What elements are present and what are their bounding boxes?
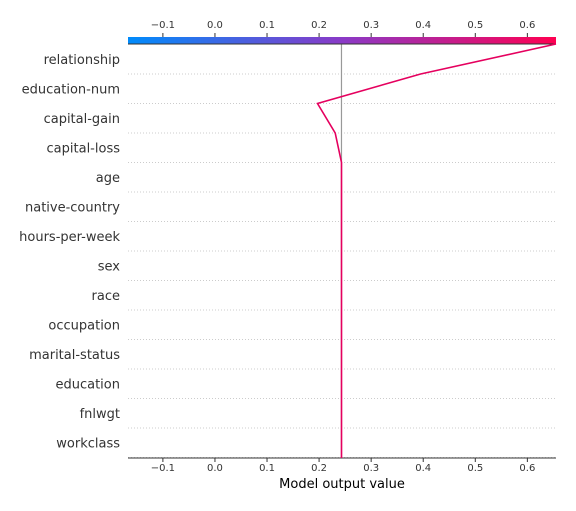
- feature-label: age: [96, 171, 120, 186]
- feature-label: capital-loss: [47, 142, 121, 157]
- feature-label: relationship: [44, 53, 120, 68]
- top-tick-label: −0.1: [151, 20, 175, 31]
- feature-label: sex: [98, 260, 121, 275]
- feature-label: native-country: [25, 201, 120, 216]
- bottom-tick-label: 0.3: [363, 463, 379, 474]
- top-tick-label: 0.1: [259, 20, 275, 31]
- feature-label: education: [55, 378, 120, 393]
- top-tick-label: 0.5: [467, 20, 483, 31]
- feature-label: race: [92, 289, 120, 304]
- output-colorbar: [128, 37, 556, 44]
- bottom-tick-label: 0.2: [311, 463, 327, 474]
- feature-label: education-num: [22, 83, 120, 98]
- feature-label: marital-status: [29, 348, 120, 363]
- x-axis-label: Model output value: [279, 477, 405, 492]
- top-tick-label: 0.0: [207, 20, 223, 31]
- feature-label: capital-gain: [44, 112, 120, 127]
- feature-label: occupation: [48, 319, 120, 334]
- feature-label: hours-per-week: [19, 230, 120, 245]
- bottom-tick-label: 0.4: [415, 463, 431, 474]
- bottom-tick-label: 0.6: [519, 463, 535, 474]
- top-axis-ticks: −0.1 0.0 0.1 0.2 0.3 0.4 0.5 0.6: [151, 20, 535, 37]
- top-tick-label: 0.3: [363, 20, 379, 31]
- top-tick-label: 0.2: [311, 20, 327, 31]
- bottom-axis-ticks: −0.1 0.0 0.1 0.2 0.3 0.4 0.5 0.6: [151, 458, 535, 474]
- bottom-tick-label: −0.1: [151, 463, 175, 474]
- feature-label: fnlwgt: [80, 407, 120, 422]
- feature-labels: relationship education-num capital-gain cap…: [19, 53, 120, 452]
- feature-label: workclass: [56, 437, 120, 452]
- top-tick-label: 0.6: [519, 20, 535, 31]
- decision-path-line: [316, 43, 557, 458]
- bottom-tick-label: 0.1: [259, 463, 275, 474]
- bottom-tick-label: 0.0: [207, 463, 223, 474]
- top-tick-label: 0.4: [415, 20, 431, 31]
- bottom-tick-label: 0.5: [467, 463, 483, 474]
